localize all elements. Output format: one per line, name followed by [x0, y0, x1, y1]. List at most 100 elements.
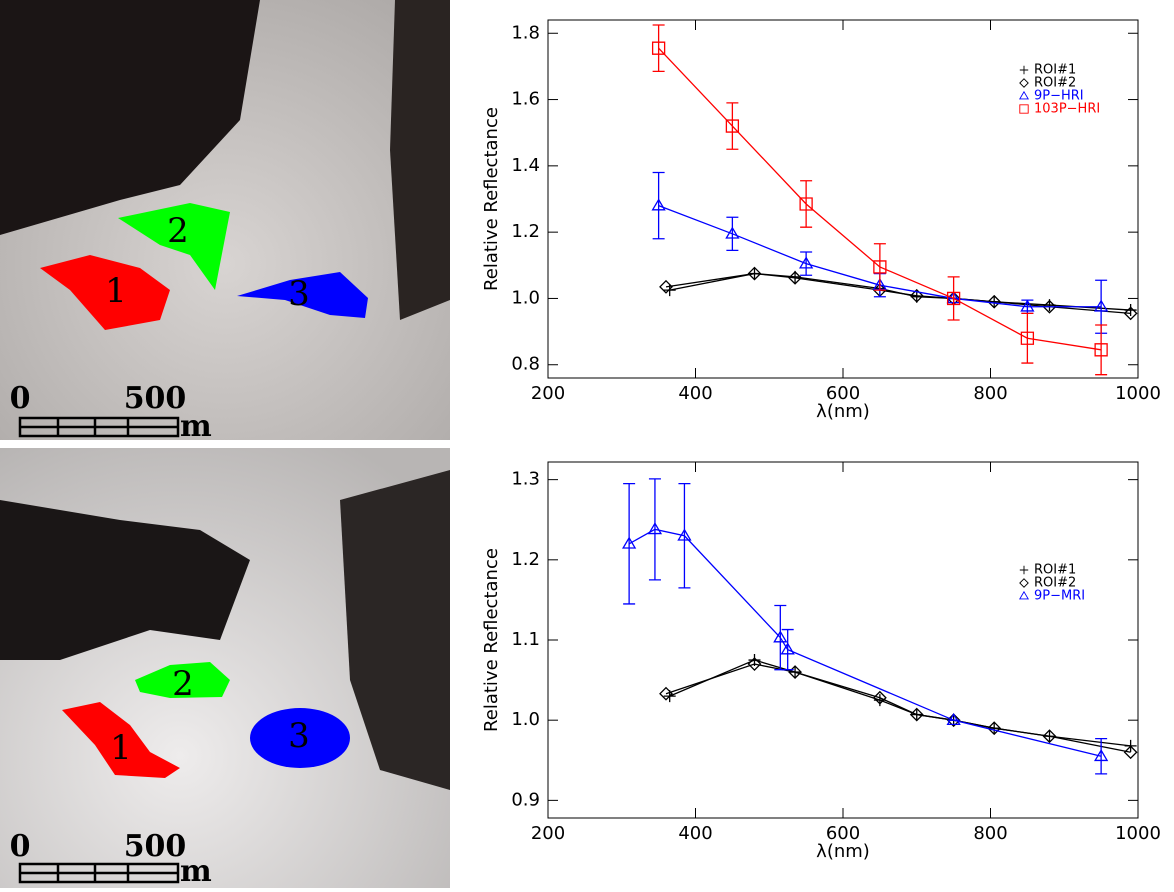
marker — [872, 690, 887, 705]
scale-end: 500 — [124, 829, 187, 864]
shadow — [340, 470, 450, 790]
region-2 — [118, 203, 230, 290]
image-top: 1 2 3 0 500 m — [0, 0, 450, 444]
series-line — [669, 272, 1131, 311]
scale-start: 0 — [10, 829, 31, 864]
x-axis-label: λ(nm) — [816, 401, 870, 422]
x-tick-label: 200 — [531, 823, 565, 844]
marker — [946, 712, 961, 726]
legend-marker — [1019, 65, 1029, 75]
shadow — [390, 0, 450, 320]
scale-bar — [18, 862, 180, 884]
error-bar — [873, 243, 886, 291]
x-tick-label: 1000 — [1115, 383, 1161, 404]
series-line — [665, 272, 1131, 315]
marker — [659, 279, 673, 294]
error-bar — [800, 180, 813, 228]
error-bar — [648, 478, 661, 581]
marker — [773, 630, 788, 643]
error-bar — [781, 628, 794, 671]
error-bar — [652, 24, 665, 73]
scale-start: 0 — [10, 381, 31, 416]
x-tick-label: 400 — [678, 383, 712, 404]
region-label: 1 — [110, 728, 132, 768]
marker — [909, 288, 924, 303]
region-label: 1 — [105, 271, 127, 311]
legend-marker — [1019, 78, 1029, 88]
y-tick-label: 1.0 — [511, 287, 540, 308]
scale-unit: m — [180, 854, 212, 888]
marker — [1042, 729, 1057, 744]
region-label: 2 — [172, 664, 194, 704]
series-line — [669, 659, 1131, 747]
marker — [1042, 299, 1057, 314]
x-tick-label: 600 — [826, 383, 860, 404]
y-tick-label: 1.2 — [511, 549, 540, 570]
legend-marker — [1019, 578, 1029, 588]
legend-label: ROI#1 — [1034, 63, 1076, 78]
y-tick-label: 1.0 — [511, 709, 540, 730]
marker — [788, 270, 802, 285]
region-3 — [237, 272, 368, 318]
marker — [946, 291, 961, 306]
region-label: 3 — [288, 716, 310, 756]
marker — [747, 266, 762, 281]
error-bar — [623, 482, 636, 605]
legend-marker — [1019, 565, 1029, 575]
error-bar — [678, 482, 691, 589]
x-tick-label: 200 — [531, 383, 565, 404]
y-axis-label: Relative Reflectance — [481, 548, 502, 732]
marker — [1020, 331, 1035, 345]
marker — [1094, 343, 1108, 357]
region-label: 2 — [167, 211, 189, 251]
marker — [621, 536, 637, 549]
legend-marker — [1019, 104, 1029, 114]
y-tick-label: 1.2 — [511, 221, 540, 242]
marker — [725, 119, 740, 133]
marker — [1123, 745, 1138, 760]
x-tick-label: 600 — [826, 823, 860, 844]
y-tick-label: 1.3 — [511, 469, 540, 490]
region-1 — [62, 702, 180, 778]
y-tick-label: 1.8 — [511, 22, 540, 43]
marker — [1093, 748, 1109, 762]
region-2 — [135, 662, 230, 698]
legend-marker — [1019, 90, 1029, 100]
image-bottom: 1 2 3 0 500 m — [0, 448, 450, 889]
legend-label: 9P−HRI — [1034, 89, 1084, 104]
x-tick-label: 400 — [678, 823, 712, 844]
y-tick-label: 0.9 — [511, 789, 540, 810]
marker — [651, 198, 666, 211]
series-line — [665, 663, 1131, 753]
marker — [677, 528, 692, 541]
legend-label: ROI#2 — [1034, 76, 1076, 91]
y-tick-label: 1.6 — [511, 89, 540, 110]
error-bar — [1021, 312, 1034, 364]
y-tick-label: 1.1 — [511, 629, 540, 650]
legend-label: ROI#1 — [1034, 563, 1076, 578]
x-tick-label: 1000 — [1115, 823, 1161, 844]
scale-bar — [18, 416, 180, 438]
region-label: 3 — [288, 274, 310, 314]
legend-marker — [1019, 590, 1029, 600]
region-1 — [40, 255, 170, 330]
marker — [873, 260, 887, 274]
legend-label: ROI#2 — [1034, 576, 1076, 591]
marker — [799, 197, 813, 211]
error-bar — [726, 102, 739, 150]
y-axis-label: Relative Reflectance — [481, 107, 502, 291]
error-bar — [652, 171, 665, 240]
region-3 — [250, 708, 350, 768]
x-tick-label: 800 — [973, 823, 1007, 844]
error-bar — [947, 276, 960, 321]
scale-end: 500 — [124, 381, 187, 416]
error-bar — [1095, 324, 1108, 376]
marker — [987, 294, 1002, 309]
marker — [1020, 299, 1035, 312]
shadow — [0, 0, 260, 235]
marker — [780, 642, 795, 655]
error-bar — [1095, 737, 1108, 775]
marker — [910, 290, 923, 303]
error-bar — [726, 216, 739, 252]
